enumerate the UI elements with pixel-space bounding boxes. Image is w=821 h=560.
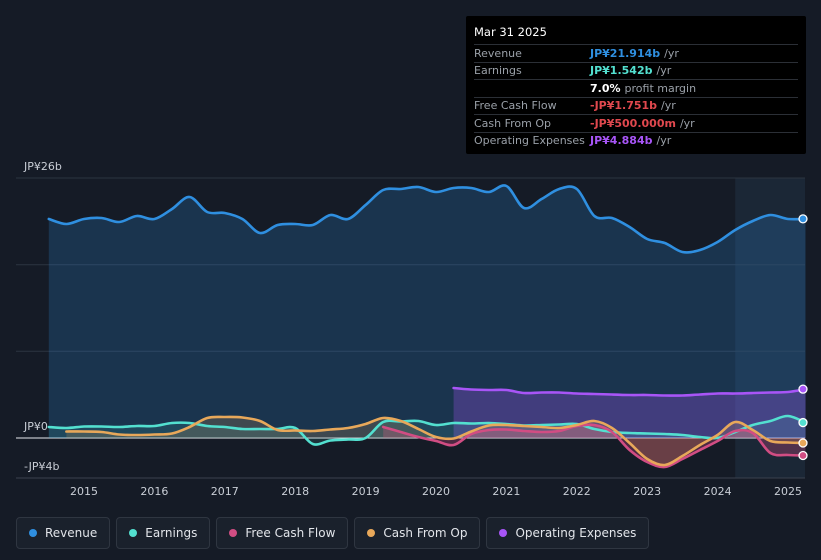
x-tick-label: 2022 bbox=[563, 485, 591, 498]
tooltip-row-value: 7.0% bbox=[590, 81, 621, 95]
tooltip-row-label: Cash From Op bbox=[474, 116, 552, 130]
legend-label: Earnings bbox=[145, 526, 198, 540]
area-revenue bbox=[48, 185, 806, 438]
legend-dot-icon bbox=[499, 529, 508, 537]
axes: JP¥26b JP¥0 -JP¥4b 2015 2016 2017 2018 2019 2020… bbox=[23, 160, 802, 498]
tooltip-row-label: Operating Expenses bbox=[474, 134, 585, 148]
tooltip-row: Cash From Op -JP¥500.000m/yr bbox=[474, 115, 798, 133]
legend-item-operating-expenses[interactable]: Operating Expenses bbox=[486, 517, 650, 549]
marker-revenue bbox=[798, 214, 808, 224]
tooltip-row-value: JP¥21.914b bbox=[590, 46, 661, 60]
tooltip-row-unit: /yr bbox=[656, 64, 672, 78]
y-tick-label: JP¥0 bbox=[23, 420, 48, 433]
tooltip-row-unit: profit margin bbox=[624, 81, 697, 95]
y-tick-label: JP¥26b bbox=[23, 160, 62, 173]
series-lines bbox=[47, 184, 807, 469]
marker-operating-expenses bbox=[798, 384, 808, 394]
tooltip-row: Earnings JP¥1.542b/yr bbox=[474, 63, 798, 80]
tooltip-row: Revenue JP¥21.914b/yr bbox=[474, 45, 798, 63]
x-tick-label: 2015 bbox=[70, 485, 98, 498]
legend-dot-icon bbox=[229, 529, 238, 537]
legend: Revenue Earnings Free Cash Flow Cash From O… bbox=[16, 517, 650, 549]
y-tick-label: -JP¥4b bbox=[24, 460, 59, 473]
line-revenue bbox=[47, 184, 807, 254]
x-tick-label: 2020 bbox=[422, 485, 450, 498]
grid bbox=[16, 177, 805, 479]
legend-label: Revenue bbox=[45, 526, 98, 540]
end-markers bbox=[798, 214, 808, 461]
legend-label: Cash From Op bbox=[383, 526, 468, 540]
legend-item-free-cash-flow[interactable]: Free Cash Flow bbox=[216, 517, 349, 549]
legend-label: Free Cash Flow bbox=[245, 526, 336, 540]
marker-cash-from-op bbox=[798, 438, 808, 448]
tooltip-row-unit: /yr bbox=[661, 99, 676, 113]
legend-label: Operating Expenses bbox=[515, 526, 637, 540]
marker-earnings bbox=[798, 417, 808, 428]
tooltip-row-unit: /yr bbox=[664, 46, 679, 60]
x-tick-label: 2019 bbox=[352, 485, 380, 498]
tooltip-row: Operating Expenses JP¥4.884b/yr bbox=[474, 133, 798, 150]
tooltip-row-unit: /yr bbox=[656, 134, 672, 148]
x-tick-label: 2025 bbox=[774, 485, 802, 498]
x-tick-label: 2016 bbox=[140, 485, 168, 498]
legend-dot-icon bbox=[367, 529, 376, 537]
area-free-cash-flow bbox=[383, 424, 806, 468]
line-free-cash-flow bbox=[381, 423, 807, 469]
tooltip-row: 7.0% profit margin bbox=[474, 80, 798, 98]
legend-dot-icon bbox=[129, 529, 138, 537]
x-tick-label: 2017 bbox=[211, 485, 239, 498]
legend-item-revenue[interactable]: Revenue bbox=[16, 517, 111, 549]
tooltip-date: Mar 31 2025 bbox=[474, 22, 798, 45]
x-tick-label: 2018 bbox=[281, 485, 309, 498]
legend-dot-icon bbox=[29, 529, 37, 537]
tooltip: Mar 31 2025 Revenue JP¥21.914b/yr Earnings… bbox=[466, 16, 806, 154]
tooltip-row-value: -JP¥1.751b bbox=[590, 99, 658, 113]
line-operating-expenses bbox=[452, 386, 807, 397]
tooltip-row-value: JP¥1.542b bbox=[590, 64, 653, 78]
x-tick-label: 2023 bbox=[633, 485, 661, 498]
line-cash-from-op bbox=[65, 415, 807, 467]
x-tick-label: 2021 bbox=[492, 485, 520, 498]
tooltip-row-unit: /yr bbox=[679, 116, 695, 130]
legend-item-earnings[interactable]: Earnings bbox=[116, 517, 211, 549]
marker-free-cash-flow bbox=[798, 450, 808, 461]
tooltip-row-label: Earnings bbox=[474, 64, 522, 78]
tooltip-row-label: Free Cash Flow bbox=[474, 99, 557, 113]
tooltip-row-value: JP¥4.884b bbox=[590, 134, 653, 148]
x-tick-label: 2024 bbox=[704, 485, 732, 498]
tooltip-row-value: -JP¥500.000m bbox=[590, 116, 676, 130]
tooltip-row-label: Revenue bbox=[474, 46, 522, 60]
line-earnings bbox=[47, 414, 807, 446]
legend-item-cash-from-op[interactable]: Cash From Op bbox=[354, 517, 481, 549]
tooltip-row: Free Cash Flow -JP¥1.751b/yr bbox=[474, 98, 798, 115]
